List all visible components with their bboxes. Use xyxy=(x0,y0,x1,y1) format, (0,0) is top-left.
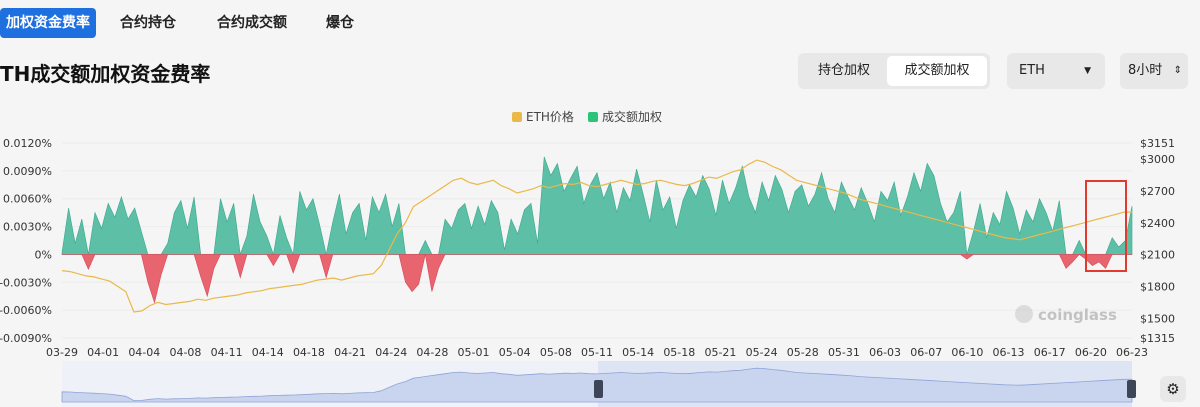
tab-contract-volume[interactable]: 合约成交额 xyxy=(217,15,287,31)
legend-item-volume[interactable]: 成交额加权 xyxy=(587,108,662,125)
x-tick-label: 06-20 xyxy=(1075,346,1107,359)
right-tick-label: $3151 xyxy=(1140,137,1175,150)
x-tick-label: 05-31 xyxy=(828,346,860,359)
legend-item-price[interactable]: ETH价格 xyxy=(512,108,574,125)
x-tick-label: 05-11 xyxy=(581,346,613,359)
right-tick-label: $2700 xyxy=(1140,185,1175,198)
chevron-down-icon: ▼ xyxy=(1084,66,1091,76)
positive-funding-area xyxy=(61,156,1133,256)
tab-open-interest[interactable]: 合约持仓 xyxy=(120,15,176,31)
x-tick-label: 05-28 xyxy=(787,346,819,359)
x-tick-label: 05-21 xyxy=(704,346,736,359)
left-tick-label: 0% xyxy=(35,248,52,261)
left-tick-label: -0.0060% xyxy=(0,304,52,317)
eth-price-line xyxy=(61,159,1132,313)
x-tick-label: 05-18 xyxy=(663,346,695,359)
left-tick-label: 0.0030% xyxy=(3,221,52,234)
x-tick-label: 04-08 xyxy=(169,346,201,359)
grid xyxy=(62,142,1132,339)
x-tick-label: 05-24 xyxy=(746,346,778,359)
navigator-line xyxy=(61,367,1133,403)
tab-liquidation[interactable]: 爆仓 xyxy=(326,15,354,31)
navigator-handle-right xyxy=(1127,380,1136,398)
volume-swatch xyxy=(587,111,598,122)
tab-weighted-funding-rate[interactable]: 加权资金费率 xyxy=(0,8,96,38)
coin-select-value: ETH xyxy=(1019,63,1045,78)
left-tick-label: -0.0090% xyxy=(0,332,52,345)
legend-label-price: ETH价格 xyxy=(526,110,574,124)
x-tick-label: 04-18 xyxy=(293,346,325,359)
x-axis: 03-29 04-01 04-04 04-08 04-11 04-14 04-18 04-21… xyxy=(46,346,1148,359)
navigator-track xyxy=(62,361,1132,407)
x-tick-label: 03-29 xyxy=(46,346,78,359)
x-tick-label: 05-01 xyxy=(458,346,490,359)
page-title: TH成交额加权资金费率 xyxy=(0,62,211,86)
left-tick-label: 0.0060% xyxy=(3,193,52,206)
coinglass-logo-icon xyxy=(1015,305,1033,323)
highlight-box xyxy=(1085,180,1127,272)
right-tick-label: $1315 xyxy=(1140,332,1175,345)
left-tick-label: 0.0090% xyxy=(3,165,52,178)
x-tick-label: 06-03 xyxy=(869,346,901,359)
oi-weighted-button[interactable]: 持仓加权 xyxy=(817,63,870,78)
x-tick-label: 06-23 xyxy=(1116,346,1148,359)
navigator-window xyxy=(598,361,1132,407)
right-tick-label: $1500 xyxy=(1140,312,1175,325)
x-tick-label: 04-01 xyxy=(87,346,119,359)
updown-icon: ⇕ xyxy=(1173,65,1182,76)
x-tick-label: 04-14 xyxy=(252,346,284,359)
right-tick-label: $2100 xyxy=(1140,249,1175,262)
left-axis: 0.0120% 0.0090% 0.0060% 0.0030% 0% -0.0030% -0… xyxy=(0,137,52,345)
left-tick-label: 0.0120% xyxy=(3,137,52,150)
x-tick-label: 04-11 xyxy=(211,346,243,359)
right-axis: $3151 $3000 $2700 $2400 $2100 $1800 $1500 $1315 xyxy=(1140,137,1175,345)
chart-legend: ETH价格 成交额加权 xyxy=(512,108,662,125)
settings-icon[interactable]: ⚙ xyxy=(1160,376,1186,402)
x-tick-label: 05-04 xyxy=(499,346,531,359)
x-tick-label: 06-17 xyxy=(1034,346,1066,359)
watermark-text: coinglass xyxy=(1038,306,1117,324)
coin-select[interactable]: ETH ▼ xyxy=(1007,53,1105,89)
right-tick-label: $2400 xyxy=(1140,217,1175,230)
navigator-handle-left xyxy=(594,380,603,398)
x-tick-label: 04-28 xyxy=(416,346,448,359)
x-tick-label: 06-10 xyxy=(951,346,983,359)
x-tick-label: 04-24 xyxy=(375,346,407,359)
left-tick-label: -0.0030% xyxy=(0,276,52,289)
price-swatch xyxy=(512,111,522,122)
x-tick-label: 04-04 xyxy=(128,346,160,359)
x-tick-label: 06-07 xyxy=(910,346,942,359)
legend-label-volume: 成交额加权 xyxy=(601,110,662,124)
volume-weighted-button[interactable]: 成交额加权 xyxy=(887,56,987,86)
navigator xyxy=(61,361,1136,407)
x-tick-label: 04-21 xyxy=(334,346,366,359)
x-tick-label: 05-08 xyxy=(540,346,572,359)
right-tick-label: $1800 xyxy=(1140,280,1175,293)
right-tick-label: $3000 xyxy=(1140,153,1175,166)
interval-select-value: 8小时 xyxy=(1128,63,1163,78)
interval-select[interactable]: 8小时 ⇕ xyxy=(1120,53,1188,89)
x-tick-label: 06-13 xyxy=(993,346,1025,359)
negative-funding-area xyxy=(61,253,1133,304)
watermark: coinglass xyxy=(1015,305,1117,324)
weighting-toggle: 持仓加权 成交额加权 xyxy=(798,53,990,89)
x-tick-label: 05-14 xyxy=(622,346,654,359)
